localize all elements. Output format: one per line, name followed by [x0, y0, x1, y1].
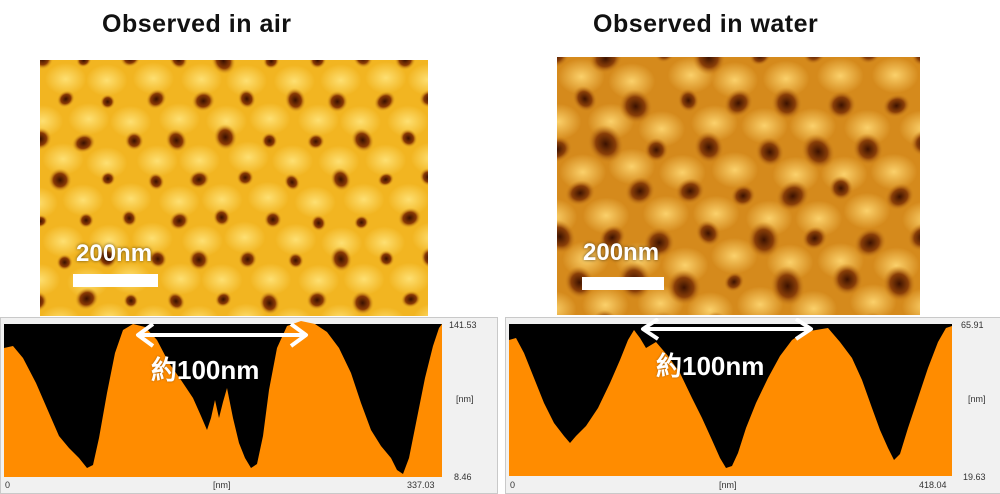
y-unit-label: [nm]	[968, 394, 986, 404]
surface-ridge	[817, 58, 864, 94]
surface-ridge	[45, 63, 86, 95]
scale-bar-label: 200nm	[583, 239, 659, 267]
scale-bar-label: 200nm	[76, 240, 152, 268]
surface-ridge	[294, 186, 335, 218]
afm-image-air: 200nm	[40, 60, 428, 316]
height-profile-plot	[506, 318, 1000, 493]
surface-ridge	[249, 103, 290, 135]
scale-bar	[73, 274, 158, 287]
panel-title-air: Observed in air	[102, 10, 292, 39]
surface-ridge	[275, 224, 316, 256]
panel-title-water: Observed in water	[593, 10, 818, 39]
surface-ridge	[272, 145, 313, 177]
x-min-label: 0	[510, 480, 515, 490]
spacing-label: 約100nm	[656, 346, 764, 383]
surface-ridge	[343, 183, 384, 215]
height-profile-air: 約100nm 141.53 [nm] 8.46 0 [nm] 337.03	[0, 317, 498, 494]
surface-ridge	[250, 263, 291, 295]
surface-ridge	[133, 62, 174, 94]
y-unit-label: [nm]	[456, 394, 474, 404]
surface-ridge	[201, 264, 242, 296]
scale-bar	[582, 277, 664, 290]
x-max-label: 418.04	[919, 480, 947, 490]
x-min-label: 0	[5, 480, 10, 490]
y-min-label: 8.46	[454, 472, 472, 482]
surface-ridge	[86, 64, 127, 96]
surface-ridge	[62, 184, 103, 216]
y-max-label: 141.53	[449, 320, 477, 330]
x-unit-label: [nm]	[719, 480, 737, 490]
surface-ridge	[224, 221, 265, 253]
y-min-label: 19.63	[963, 472, 986, 482]
spacing-label: 約100nm	[151, 350, 259, 387]
height-profile-plot	[1, 318, 497, 493]
surface-ridge	[872, 57, 919, 93]
surface-ridge	[248, 182, 289, 214]
height-profile-water: 約100nm 65.91 [nm] 19.63 0 [nm] 418.04	[505, 317, 1000, 494]
y-max-label: 65.91	[961, 320, 984, 330]
x-max-label: 337.03	[407, 480, 435, 490]
afm-image-water: 200nm	[557, 57, 920, 315]
x-unit-label: [nm]	[213, 480, 231, 490]
surface-ridge	[844, 193, 891, 229]
